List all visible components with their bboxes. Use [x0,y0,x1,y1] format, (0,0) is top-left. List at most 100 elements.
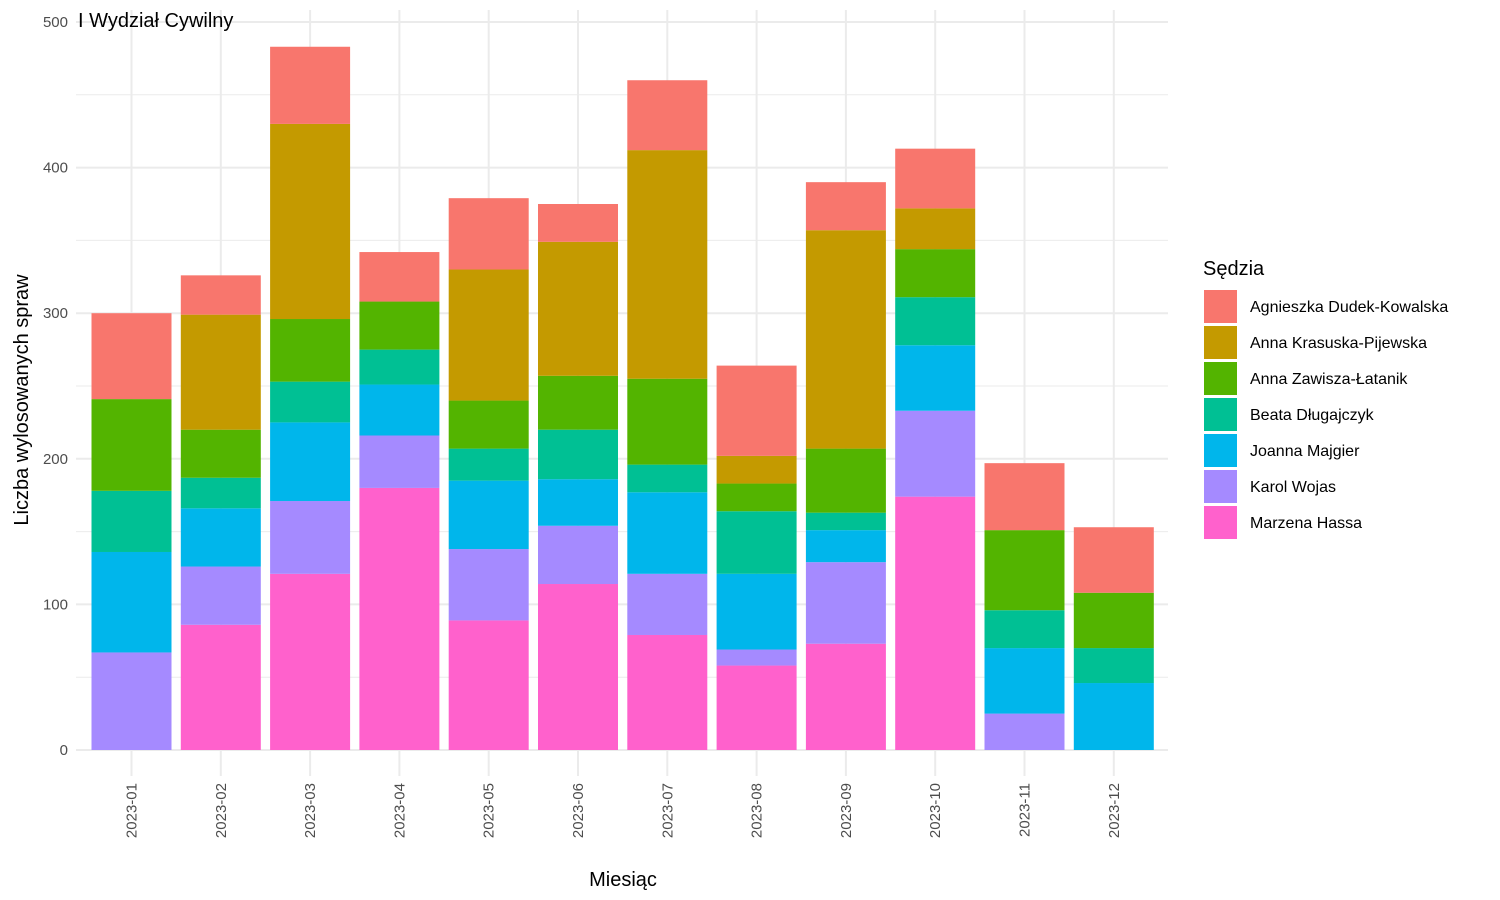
bar-segment [627,634,708,750]
y-tick-label: 200 [43,451,68,468]
bar-segment [180,508,261,567]
bar-segment [270,381,351,423]
y-tick-label: 400 [43,160,68,177]
legend-swatch [1204,434,1237,467]
bar-segment [91,551,172,653]
bar-segment [895,345,976,411]
bar-segment [627,492,708,574]
legend-label: Karol Wojas [1250,479,1336,496]
bar-segment [805,448,886,513]
bar-segment [895,249,976,298]
bar-segment [270,422,351,502]
bar-segment [716,483,797,512]
bar-segment [984,463,1065,531]
bar-segment [805,562,886,644]
legend-label: Marzena Hassa [1250,515,1362,532]
y-tick-label: 300 [43,305,68,322]
bar-segment [448,269,529,401]
x-tick-label: 2023-03 [302,783,319,838]
bar-segment [538,375,618,430]
bar-segment [359,487,440,750]
bar-segment [448,549,529,621]
bar-segment [538,584,618,750]
bar-segment [895,410,976,497]
bar-segment [270,123,351,320]
bar-segment [538,525,618,585]
legend-swatch [1204,290,1237,323]
bar-segment [270,46,351,124]
bar-segment [180,566,261,625]
bar-segment [91,399,172,491]
bar-segment [627,150,708,379]
y-axis-ticks: 0 100 200 300 400 500 [43,14,68,759]
x-tick-label: 2023-04 [391,783,408,838]
bar-segment [716,665,797,750]
bar-segment [984,530,1065,611]
legend-label: Joanna Majgier [1250,443,1360,460]
bar-segment [627,378,708,465]
x-axis-title: Miesiąc [589,869,657,891]
bar-segment [180,314,261,430]
bar-segment [448,480,529,550]
bar-segment [538,479,618,526]
bar-segment [359,435,440,488]
x-tick-label: 2023-11 [1017,783,1034,837]
legend-label: Anna Zawisza-Łatanik [1250,371,1408,388]
legend-swatch [1204,506,1237,539]
bar-segment [805,512,886,531]
bar-segment [627,80,708,151]
legend-swatch [1204,362,1237,395]
chart-title: I Wydział Cywilny [78,10,233,32]
bar-segment [984,713,1065,750]
bar-segment [448,400,529,449]
x-axis-ticks: 2023-01 2023-02 2023-03 2023-04 2023-05 2023-… [124,783,1123,838]
bar-segment [1073,527,1154,593]
bar-segment [270,501,351,574]
legend-label: Agnieszka Dudek-Kowalska [1250,299,1448,316]
bar-segment [716,649,797,666]
x-tick-label: 2023-02 [213,783,230,838]
bar-segment [984,648,1065,714]
bar-segment [448,620,529,750]
bar-segment [359,252,440,302]
legend-items: Agnieszka Dudek-Kowalska Anna Krasuska-Pi… [1204,290,1448,539]
bar-segment [1073,592,1154,649]
bar-segment [91,652,172,750]
bar-segment [716,455,797,484]
legend-swatch [1204,398,1237,431]
legend: Sędzia Agnieszka Dudek-Kowalska Anna Kras… [1203,258,1448,539]
bar-segment [270,573,351,750]
bar-segment [1073,683,1154,750]
bar-segment [448,448,529,481]
bar-segment [627,573,708,635]
x-tick-label: 2023-08 [749,783,766,838]
x-tick-label: 2023-01 [124,783,141,838]
bar-segment [895,148,976,209]
bar-segment [538,241,618,376]
y-tick-label: 100 [43,596,68,613]
bar-segment [716,365,797,456]
bar-segment [895,297,976,346]
bar-segment [91,490,172,552]
bar-segment [627,464,708,493]
bar-segment [180,624,261,750]
legend-swatch [1204,470,1237,503]
y-tick-label: 500 [43,14,68,31]
bar-segment [895,208,976,250]
x-tick-label: 2023-12 [1106,783,1123,838]
x-tick-label: 2023-10 [927,783,944,838]
bar-segment [91,313,172,400]
legend-label: Anna Krasuska-Pijewska [1250,335,1427,352]
bar-segment [180,477,261,509]
x-tick-label: 2023-06 [570,783,587,838]
x-tick-label: 2023-09 [838,783,855,838]
legend-label: Beata Długajczyk [1250,407,1375,424]
bars [91,46,1154,750]
bar-segment [895,496,976,750]
bar-segment [270,319,351,382]
bar-segment [538,429,618,480]
y-tick-label: 0 [60,742,68,759]
bar-segment [805,230,886,449]
bar-segment [359,301,440,350]
